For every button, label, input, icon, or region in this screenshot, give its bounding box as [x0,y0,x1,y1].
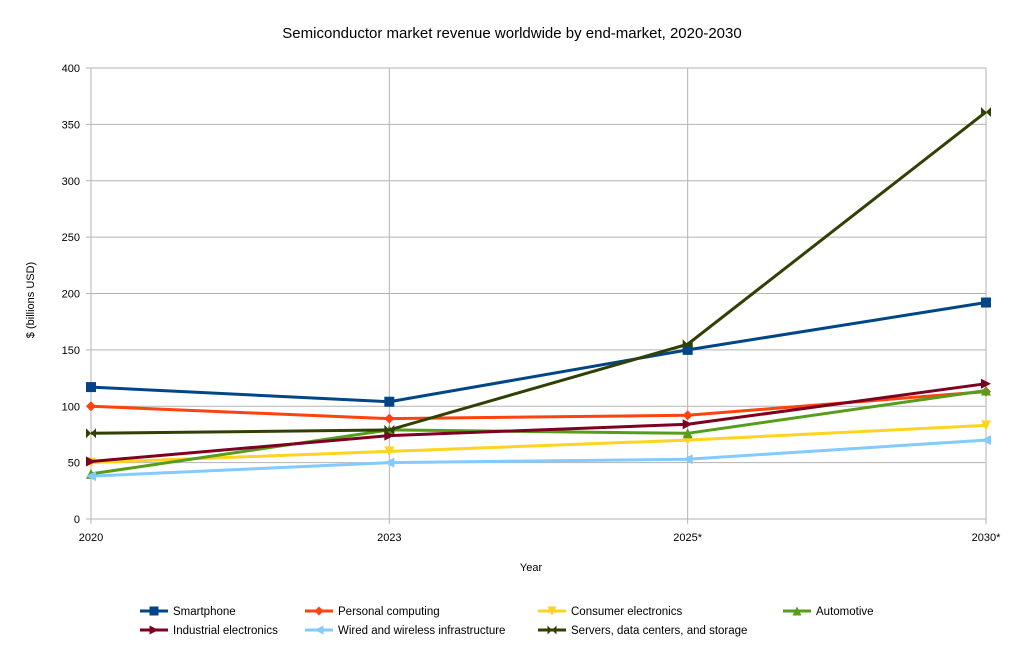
legend-label: Industrial electronics [173,625,278,637]
series-group [86,106,991,482]
square-marker [981,297,991,308]
diamond-marker [314,606,324,616]
series-line [90,438,987,478]
triangle-right-marker [149,625,159,635]
series-industrial-electronics [86,378,991,467]
triangle-right-marker [86,456,96,467]
diamond-marker [86,401,96,412]
bowtie-marker [547,625,557,635]
triangle-left-marker [384,457,395,468]
y-axis-label: $ (billions USD) [25,262,37,338]
y-tick-label: 100 [62,401,80,413]
legend-label: Automotive [816,606,874,618]
y-tick-label: 150 [62,345,80,357]
grid [86,67,987,524]
bowtie-marker [86,428,96,439]
bowtie-marker [981,106,991,117]
bowtie-marker [682,339,693,350]
square-marker [384,396,395,407]
legend-item: Servers, data centers, and storage [538,625,747,637]
diamond-marker [682,410,693,421]
legend-item: Personal computing [305,606,440,618]
legend-item: Wired and wireless infrastructure [305,625,505,637]
legend-label: Consumer electronics [571,606,682,618]
legend-label: Smartphone [173,606,236,618]
x-tick-labels: 2020 2023 2025* 2030* [79,532,1001,544]
series-line [90,301,987,404]
x-tick-label: 2025* [673,532,702,544]
y-tick-label: 400 [62,63,80,75]
square-marker [149,606,159,616]
legend-label: Servers, data centers, and storage [571,625,747,637]
legend-label: Personal computing [338,606,440,618]
legend: Smartphone Personal computing Consumer ele… [140,606,874,637]
triangle-right-marker [981,378,991,389]
triangle-left-marker [682,454,693,465]
y-tick-labels: 0 50 100 150 200 250 300 350 400 [62,63,80,526]
triangle-right-marker [384,430,395,441]
triangle-down-marker [384,446,395,457]
triangle-left-marker [981,435,991,446]
series-line [90,388,987,476]
chart-title: Semiconductor market revenue worldwide b… [282,25,741,42]
square-marker [682,344,693,355]
legend-label: Wired and wireless infrastructure [338,625,505,637]
y-tick-label: 350 [62,119,80,131]
triangle-up-marker [682,428,693,439]
x-axis-label: Year [520,562,543,574]
legend-item: Smartphone [140,606,236,618]
triangle-left-marker [314,625,324,635]
series-servers-data-centers-and-storage [86,106,991,439]
y-tick-label: 0 [74,514,80,526]
x-tick-label: 2030* [972,532,1001,544]
triangle-right-marker [682,419,693,430]
series-line [90,382,987,463]
square-marker [86,382,96,393]
triangle-down-marker [981,420,991,431]
triangle-left-marker [86,471,96,482]
diamond-marker [384,413,395,424]
y-tick-label: 200 [62,289,80,301]
x-tick-label: 2023 [377,532,401,544]
y-tick-label: 300 [62,176,80,188]
series-line [90,390,987,421]
series-smartphone [86,297,991,407]
triangle-down-marker [547,606,557,616]
bowtie-marker [384,424,395,435]
legend-item: Automotive [783,606,874,618]
triangle-up-marker [792,606,802,616]
legend-item: Consumer electronics [538,606,682,618]
y-tick-label: 250 [62,232,80,244]
triangle-up-marker [981,385,991,396]
legend-item: Industrial electronics [140,625,278,637]
series-wired-and-wireless-infrastructure [86,435,991,482]
x-tick-label: 2020 [79,532,103,544]
series-line [90,110,987,435]
series-line [90,423,987,465]
y-tick-label: 50 [68,458,80,470]
